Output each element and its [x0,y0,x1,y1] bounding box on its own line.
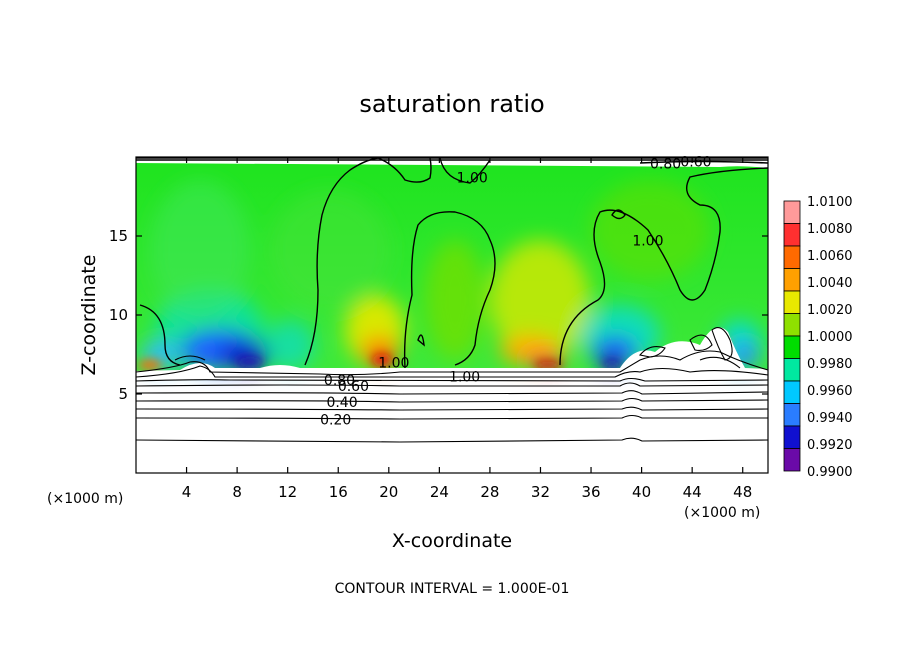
colorbar-swatch [783,358,801,382]
contour-label: 0.80 [650,156,681,172]
colorbar-label: 1.0020 [807,303,853,318]
contour-interval: CONTOUR INTERVAL = 1.000E-01 [335,581,570,597]
colorbar-swatch [783,290,801,314]
x-tick-label: 48 [733,483,752,501]
colorbar-swatch [783,200,801,224]
x-tick-label: 16 [329,483,348,501]
cloud-band [136,327,768,380]
contour-labels: 1.001.001.001.000.800.600.400.200.80 0.60 [320,155,711,429]
x-tick-label: 40 [632,483,651,501]
plot-area [136,157,768,473]
x-tick-label: 12 [278,483,297,501]
x-axis-ticks: 4 8 12 16 20 24 28 32 36 40 44 48 [182,157,752,501]
colorbar-label: 1.0040 [807,276,853,291]
colorbar-swatch [783,313,801,337]
y-tick-label: 15 [109,227,128,245]
x-tick-label: 20 [379,483,398,501]
colorbar-label: 0.9960 [807,384,853,399]
colorbar-label: 1.0000 [807,330,853,345]
contour-label: 0.60 [680,155,711,171]
x-tick-label: 44 [683,483,702,501]
y-axis-ticks: 5 10 15 [109,227,768,403]
x-tick-label: 24 [430,483,449,501]
x-tick-label: 4 [182,483,192,501]
colorbar-swatch [783,425,801,449]
x-unit-right: (×1000 m) [684,505,760,521]
contour-label: 1.00 [457,171,488,187]
y-tick-label: 5 [118,385,128,403]
contour-label: 0.80 [324,373,355,389]
x-axis-label: X-coordinate [392,530,512,552]
colorbar: 1.0100 1.0080 1.0060 1.0040 1.0020 1.0000 0.99… [783,195,853,480]
contours-low [136,327,768,443]
colorbar-label: 0.9920 [807,438,853,453]
colorbar-label: 0.9940 [807,411,853,426]
y-axis-label: Z-coordinate [78,255,100,376]
colorbar-label: 0.9980 [807,357,853,372]
x-tick-label: 8 [232,483,242,501]
colorbar-label: 1.0100 [807,195,853,210]
x-tick-label: 32 [531,483,550,501]
colorbar-label: 1.0080 [807,222,853,237]
colorbar-swatch [783,403,801,427]
x-tick-label: 28 [480,483,499,501]
top-contours [136,157,768,164]
contour-label: 1.00 [378,355,409,371]
x-unit-left: (×1000 m) [47,491,123,507]
chart-title: saturation ratio [359,90,544,118]
colorbar-swatch [783,268,801,292]
y-tick-label: 10 [109,306,128,324]
colorbar-swatch [783,380,801,404]
contour-label: 1.00 [632,234,663,250]
contour-label: 0.40 [326,395,357,411]
contour-label: 0.20 [320,412,351,428]
contour-label: 1.00 [449,370,480,386]
colorbar-label: 1.0060 [807,249,853,264]
colorbar-swatch [783,245,801,269]
colorbar-label: 0.9900 [807,465,853,480]
colorbar-swatch [783,223,801,247]
colorbar-swatch [783,335,801,359]
colorbar-swatch [783,448,801,472]
contour-label: 0.60 [338,379,369,395]
x-tick-label: 36 [581,483,600,501]
lower-white-region [136,371,768,473]
contours-100 [139,157,768,369]
